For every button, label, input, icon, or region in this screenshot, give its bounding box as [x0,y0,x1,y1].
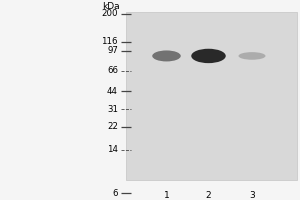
Text: 22: 22 [107,122,118,131]
Text: 1: 1 [164,190,169,200]
Bar [126,12,297,180]
Text: 116: 116 [101,37,118,46]
Text: 2: 2 [206,190,211,200]
Ellipse shape [191,49,226,63]
Text: 14: 14 [107,145,118,154]
Text: 31: 31 [107,105,118,114]
Ellipse shape [238,52,266,60]
Text: 97: 97 [107,46,118,55]
Text: 66: 66 [107,66,118,75]
Text: 6: 6 [112,189,118,198]
Text: 44: 44 [107,87,118,96]
Text: 200: 200 [101,9,118,18]
Text: kDa: kDa [102,2,120,11]
Text: 3: 3 [249,190,255,200]
Ellipse shape [152,50,181,61]
